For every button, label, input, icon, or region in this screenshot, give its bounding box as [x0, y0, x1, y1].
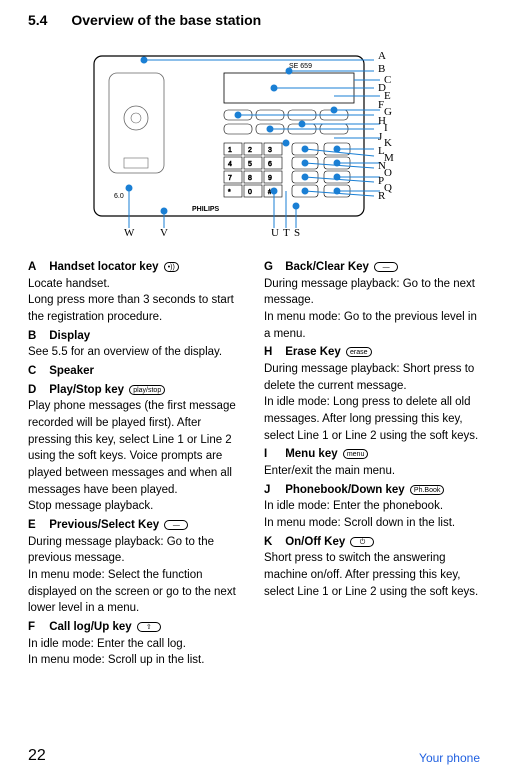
- item-k-header: K On/Off Key ⏻: [264, 534, 480, 551]
- svg-text:J: J: [378, 131, 383, 143]
- svg-text:6.0: 6.0: [114, 193, 124, 200]
- item-a-p1: Locate handset.: [28, 276, 244, 293]
- item-a-title: Handset locator key: [49, 261, 158, 273]
- section-number: 5.4: [28, 12, 47, 28]
- page-number: 22: [28, 747, 46, 765]
- item-h-title: Erase Key: [285, 346, 341, 358]
- svg-text:2: 2: [248, 147, 252, 154]
- svg-text:6: 6: [268, 161, 272, 168]
- svg-text:*: *: [228, 189, 231, 196]
- item-j-header: J Phonebook/Down key Ph.Book: [264, 482, 480, 499]
- item-h-p2: In idle mode: Long press to delete all o…: [264, 394, 480, 444]
- item-h-p1: During message playback: Short press to …: [264, 361, 480, 394]
- locator-key-icon: •)): [164, 262, 179, 272]
- item-j-p1: In idle mode: Enter the phonebook.: [264, 498, 480, 515]
- svg-text:W: W: [124, 227, 135, 238]
- item-f-header: F Call log/Up key ⇧: [28, 619, 244, 636]
- item-c-header: C Speaker: [28, 363, 244, 380]
- item-k-p1: Short press to switch the answering mach…: [264, 550, 480, 600]
- svg-text:5: 5: [248, 161, 252, 168]
- item-f-p1: In idle mode: Enter the call log.: [28, 636, 244, 653]
- item-e-p1: During message playback: Go to the previ…: [28, 534, 244, 567]
- play-stop-key-icon: play/stop: [129, 385, 165, 395]
- description-columns: A Handset locator key •)) Locate handset…: [28, 257, 480, 669]
- svg-text:T: T: [283, 227, 290, 238]
- page-footer: 22 Your phone: [28, 747, 480, 765]
- item-b-letter: B: [28, 328, 46, 345]
- svg-text:0: 0: [248, 189, 252, 196]
- item-b-title: Display: [49, 330, 90, 342]
- erase-key-icon: erase: [346, 347, 372, 357]
- svg-text:8: 8: [248, 175, 252, 182]
- item-d-title: Play/Stop key: [49, 384, 124, 396]
- svg-text:E: E: [384, 90, 391, 102]
- svg-text:4: 4: [228, 161, 232, 168]
- svg-text:S: S: [294, 227, 300, 238]
- item-a-p2: Long press more than 3 seconds to start …: [28, 292, 244, 325]
- item-a-header: A Handset locator key •)): [28, 259, 244, 276]
- svg-text:9: 9: [268, 175, 272, 182]
- item-g-title: Back/Clear Key: [285, 261, 369, 273]
- svg-text:A: A: [378, 50, 386, 62]
- column-left: A Handset locator key •)) Locate handset…: [28, 257, 244, 669]
- svg-text:3: 3: [268, 147, 272, 154]
- svg-text:1: 1: [228, 147, 232, 154]
- item-g-p2: In menu mode: Go to the previous level i…: [264, 309, 480, 342]
- item-f-letter: F: [28, 619, 46, 636]
- svg-text:I: I: [384, 122, 388, 134]
- item-h-header: H Erase Key erase: [264, 344, 480, 361]
- item-e-p2: In menu mode: Select the function displa…: [28, 567, 244, 617]
- item-i-title: Menu key: [285, 448, 337, 460]
- item-j-p2: In menu mode: Scroll down in the list.: [264, 515, 480, 532]
- item-a-letter: A: [28, 259, 46, 276]
- phonebook-key-icon: Ph.Book: [410, 485, 444, 495]
- section-heading: 5.4 Overview of the base station: [28, 12, 480, 28]
- menu-key-icon: menu: [343, 449, 369, 459]
- onoff-key-icon: ⏻: [350, 537, 374, 547]
- section-title-text: Overview of the base station: [71, 12, 261, 28]
- svg-text:O: O: [384, 167, 392, 179]
- item-d-p2: Stop message playback.: [28, 498, 244, 515]
- item-k-letter: K: [264, 534, 282, 551]
- item-k-title: On/Off Key: [285, 536, 345, 548]
- item-e-letter: E: [28, 517, 46, 534]
- item-e-header: E Previous/Select Key —: [28, 517, 244, 534]
- item-j-letter: J: [264, 482, 282, 499]
- item-c-letter: C: [28, 363, 46, 380]
- brand-label: PHILIPS: [192, 206, 220, 213]
- item-b-header: B Display: [28, 328, 244, 345]
- item-d-p1: Play phone messages (the first message r…: [28, 398, 244, 498]
- svg-text:SE 659: SE 659: [289, 63, 312, 70]
- base-station-diagram: SE 659 6.0 PHILIPS 1 2 3 4 5 6 7 8 9: [28, 38, 480, 243]
- item-h-letter: H: [264, 344, 282, 361]
- item-f-title: Call log/Up key: [49, 621, 131, 633]
- item-g-header: G Back/Clear Key —: [264, 259, 480, 276]
- item-g-letter: G: [264, 259, 282, 276]
- item-b-p1: See 5.5 for an overview of the display.: [28, 344, 244, 361]
- column-right: G Back/Clear Key — During message playba…: [264, 257, 480, 669]
- item-i-p1: Enter/exit the main menu.: [264, 463, 480, 480]
- svg-text:K: K: [384, 137, 392, 149]
- item-f-p2: In menu mode: Scroll up in the list.: [28, 652, 244, 669]
- svg-text:U: U: [271, 227, 279, 238]
- item-g-p1: During message playback: Go to the next …: [264, 276, 480, 309]
- svg-text:R: R: [378, 190, 386, 202]
- item-i-letter: I: [264, 446, 282, 463]
- item-d-header: D Play/Stop key play/stop: [28, 382, 244, 399]
- svg-text:V: V: [160, 227, 168, 238]
- item-i-header: I Menu key menu: [264, 446, 480, 463]
- item-j-title: Phonebook/Down key: [285, 484, 405, 496]
- item-e-title: Previous/Select Key: [49, 519, 159, 531]
- call-log-key-icon: ⇧: [137, 622, 161, 632]
- previous-key-icon: —: [164, 520, 188, 530]
- footer-title: Your phone: [419, 751, 480, 765]
- item-d-letter: D: [28, 382, 46, 399]
- svg-text:7: 7: [228, 175, 232, 182]
- item-c-title: Speaker: [49, 365, 94, 377]
- back-key-icon: —: [374, 262, 398, 272]
